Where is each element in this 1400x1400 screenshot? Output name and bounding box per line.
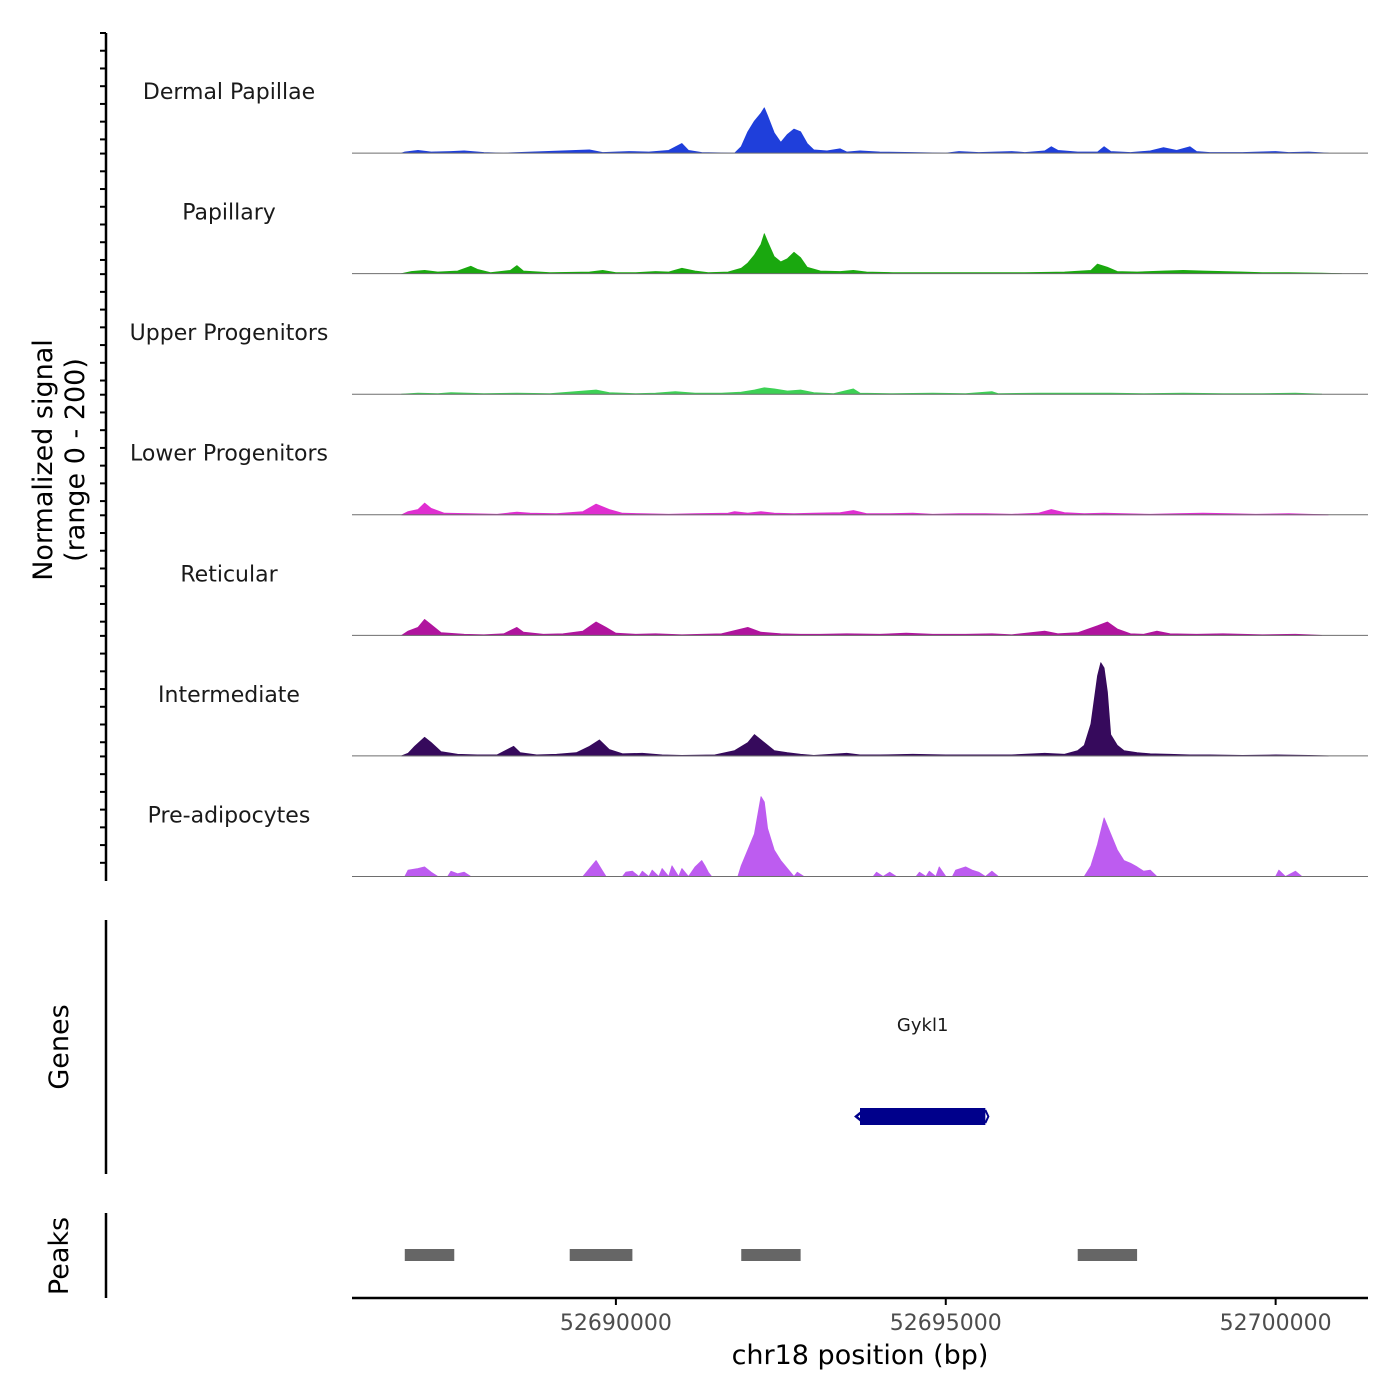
signal-panel: Dermal Papillae Papillary Upper Progenitor… (100, 32, 1368, 881)
signal-area-lower-progenitors (401, 502, 1329, 516)
peaks-y-axis-title: Peaks (44, 1217, 75, 1295)
x-axis-title: chr18 position (bp) (732, 1340, 989, 1371)
x-tick-label: 52695000 (890, 1311, 1002, 1336)
gene-body (860, 1108, 986, 1125)
signal-y-axis-subtitle: (range 0 - 200) (60, 358, 91, 562)
signal-area-reticular (401, 619, 1323, 636)
peaks-panel (104, 1213, 1138, 1298)
gene-end-marker (984, 1109, 990, 1124)
track-label: Reticular (180, 562, 278, 587)
peak-region (404, 1249, 455, 1261)
peak-region (569, 1249, 633, 1261)
track-label: Upper Progenitors (130, 321, 329, 346)
track-label: Lower Progenitors (130, 442, 328, 467)
signal-area-papillary (401, 233, 1342, 274)
signal-area-intermediate (401, 662, 1329, 757)
peak-region (1077, 1249, 1138, 1261)
genes-y-axis-title: Genes (44, 1004, 75, 1089)
gene-label: Gykl1 (897, 1015, 948, 1036)
track-label: Papillary (182, 201, 276, 226)
signal-area-upper-progenitors (401, 387, 1323, 395)
track-label: Intermediate (158, 683, 300, 708)
gene-strand-arrow (854, 1109, 865, 1124)
genes-panel: Gykl1 (104, 920, 990, 1174)
x-tick-label: 52690000 (560, 1311, 672, 1336)
signal-y-axis-title: Normalized signal (28, 339, 59, 581)
signal-area-dermal-papillae (401, 107, 1329, 154)
x-tick-label: 52700000 (1220, 1311, 1332, 1336)
x-axis: 52690000 52695000 52700000 (352, 1296, 1368, 1336)
track-label: Pre-adipocytes (148, 803, 311, 828)
peak-region (741, 1249, 801, 1261)
signal-area-pre-adipocytes (404, 796, 1303, 877)
track-label: Dermal Papillae (143, 80, 315, 105)
